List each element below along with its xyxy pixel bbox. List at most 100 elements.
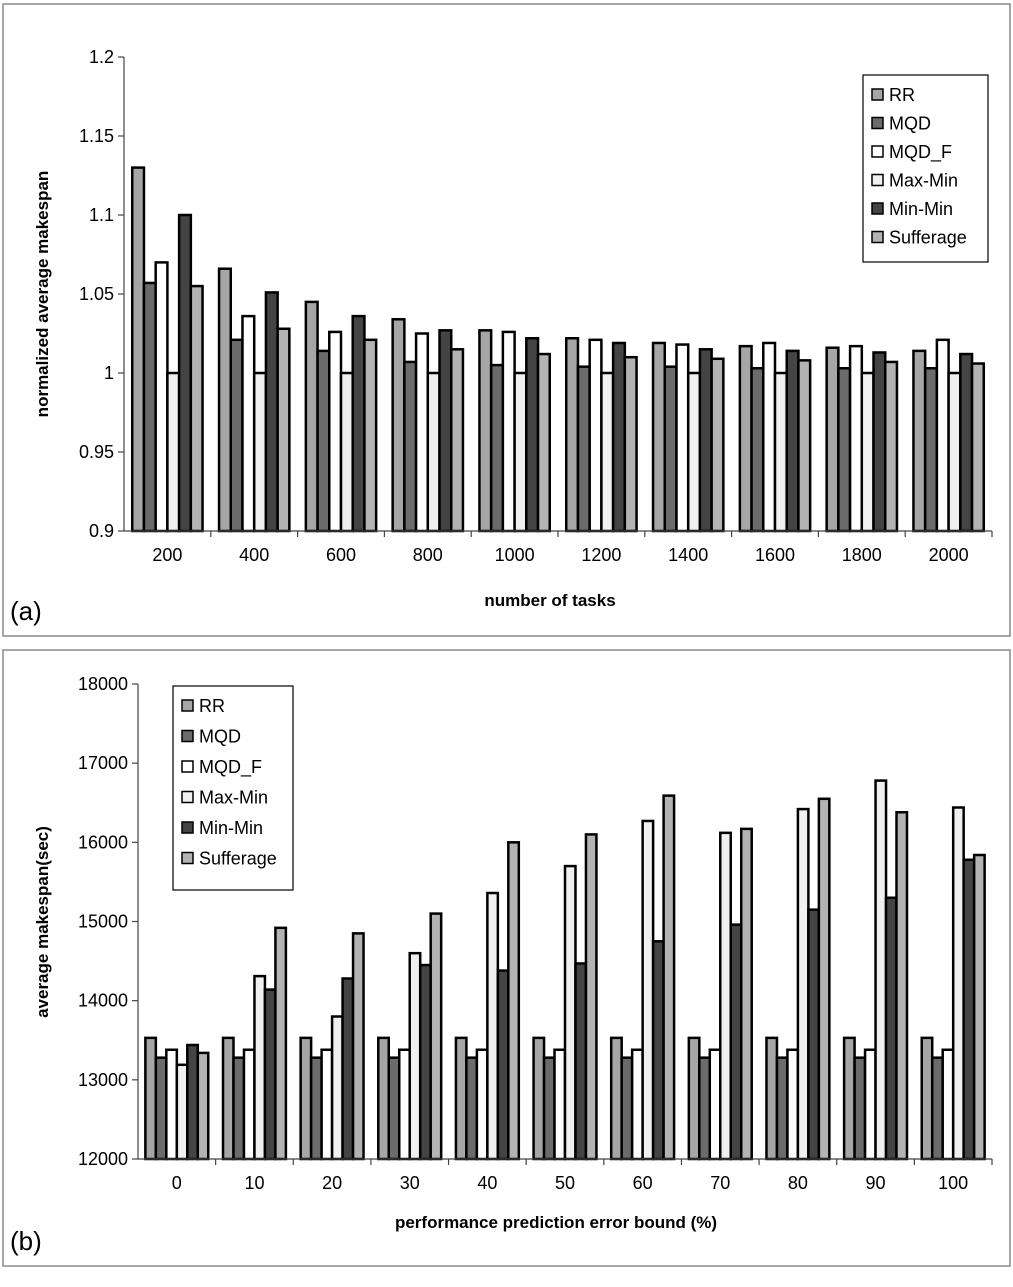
bar-sufferage-50 — [584, 833, 598, 1161]
y-tick-label: 17000 — [78, 753, 128, 773]
bar-sufferage-800 — [449, 348, 465, 533]
bar-min-min-100 — [962, 858, 976, 1161]
legend-label: MQD — [889, 114, 931, 134]
y-tick-label: 1.1 — [89, 205, 114, 225]
bar-sufferage-100 — [972, 853, 986, 1161]
bar-sufferage-40 — [507, 841, 521, 1161]
y-tick-label: 13000 — [78, 1070, 128, 1090]
y-tick-label: 1.2 — [89, 47, 114, 67]
bar-sufferage-90 — [895, 811, 909, 1161]
bar-mqd-f-10 — [242, 1048, 256, 1161]
bar-rr-70 — [687, 1036, 701, 1161]
panel-a-x-ticks: 200 400 600 800 1000 1200 1400 1600 1800 2000 — [152, 531, 993, 565]
bar-sufferage-600 — [363, 338, 378, 533]
bar-min-min-800 — [438, 329, 453, 533]
bar-mqd-f-20 — [320, 1048, 334, 1161]
legend-swatch — [181, 821, 194, 834]
bar-min-min-80 — [807, 908, 821, 1161]
bar-rr-40 — [454, 1036, 468, 1161]
bar-min-min-70 — [729, 923, 743, 1161]
x-tick-label: 10 — [244, 1173, 264, 1193]
bar-mqd-90 — [853, 1056, 867, 1161]
bar-min-min-2000 — [959, 352, 974, 533]
x-tick-label: 800 — [413, 545, 443, 565]
bar-rr-90 — [842, 1036, 856, 1161]
x-tick-label: 80 — [788, 1173, 808, 1193]
y-tick-label: 14000 — [78, 991, 128, 1011]
panel-b-label: (b) — [10, 1226, 42, 1256]
bar-mqd-40 — [465, 1056, 479, 1161]
legend-label: MQD — [199, 727, 241, 747]
bar-max-min-0 — [175, 1063, 189, 1161]
bar-min-min-600 — [351, 314, 366, 533]
bar-max-min-2000 — [947, 371, 962, 533]
panel-b-y-ticks: 12000 13000 14000 15000 16000 17000 18000 — [78, 674, 138, 1169]
bar-min-min-1800 — [872, 351, 887, 533]
bar-mqd-f-400 — [241, 314, 256, 533]
bar-sufferage-60 — [662, 794, 676, 1161]
bar-rr-50 — [532, 1036, 546, 1161]
bar-min-min-40 — [496, 969, 510, 1161]
legend-swatch — [871, 202, 884, 215]
x-tick-label: 100 — [938, 1173, 968, 1193]
legend-swatch — [871, 116, 884, 130]
bar-mqd-1000 — [489, 363, 505, 533]
bar-rr-1400 — [651, 341, 667, 533]
bar-max-min-50 — [563, 864, 577, 1161]
y-tick-label: 15000 — [78, 912, 128, 932]
x-tick-label: 600 — [326, 545, 356, 565]
bar-mqd-f-1600 — [762, 341, 777, 533]
bar-sufferage-30 — [429, 912, 443, 1161]
bar-sufferage-80 — [817, 797, 831, 1161]
bar-max-min-30 — [408, 951, 422, 1161]
bar-sufferage-1800 — [883, 360, 899, 533]
bar-sufferage-1200 — [623, 355, 638, 533]
bar-mqd-f-80 — [786, 1048, 800, 1161]
bar-mqd-f-50 — [553, 1048, 567, 1161]
bar-mqd-f-30 — [397, 1048, 411, 1161]
bar-rr-1800 — [825, 346, 840, 533]
panel-a-legend: RR MQD MQD_F Max-Min Min-Min Sufferage — [862, 74, 989, 263]
bar-sufferage-70 — [739, 827, 753, 1161]
x-tick-label: 1600 — [755, 545, 795, 565]
bar-mqd-10 — [232, 1056, 246, 1161]
bar-sufferage-1600 — [797, 359, 812, 533]
bar-mqd-f-40 — [475, 1048, 489, 1161]
bar-min-min-0 — [186, 1043, 200, 1161]
legend-label: RR — [889, 85, 915, 105]
panel-b-x-ticks: 0 10 20 30 40 50 60 70 80 90 100 — [172, 1159, 993, 1193]
bar-min-min-30 — [418, 963, 432, 1161]
bar-min-min-200 — [177, 213, 193, 533]
bar-mqd-200 — [142, 281, 157, 533]
bar-rr-30 — [377, 1036, 391, 1161]
legend-swatch — [871, 88, 884, 101]
x-tick-label: 90 — [866, 1173, 886, 1193]
bar-mqd-f-90 — [863, 1048, 877, 1161]
bar-mqd-1400 — [663, 365, 678, 533]
bar-max-min-90 — [874, 779, 888, 1161]
x-tick-label: 40 — [477, 1173, 497, 1193]
bar-min-min-20 — [341, 977, 355, 1161]
bar-max-min-800 — [426, 371, 441, 533]
bar-max-min-200 — [166, 371, 181, 533]
bar-min-min-60 — [651, 940, 665, 1161]
bar-mqd-70 — [698, 1056, 712, 1161]
bar-rr-10 — [221, 1036, 235, 1161]
bar-mqd-f-70 — [708, 1048, 722, 1161]
bar-mqd-f-1800 — [848, 344, 864, 533]
bar-min-min-90 — [884, 896, 898, 1161]
bar-max-min-40 — [486, 891, 500, 1161]
bar-sufferage-0 — [196, 1051, 210, 1161]
bar-rr-60 — [609, 1036, 623, 1161]
bar-max-min-20 — [330, 1015, 344, 1161]
bar-rr-1000 — [478, 329, 493, 533]
bar-mqd-100 — [930, 1056, 944, 1161]
x-tick-label: 30 — [400, 1173, 420, 1193]
bar-sufferage-20 — [351, 932, 365, 1161]
bar-mqd-60 — [620, 1056, 634, 1161]
bar-max-min-1600 — [773, 371, 788, 533]
panel-b-y-axis-label: average makespan(sec) — [33, 826, 52, 1018]
bar-mqd-f-1400 — [675, 343, 690, 533]
